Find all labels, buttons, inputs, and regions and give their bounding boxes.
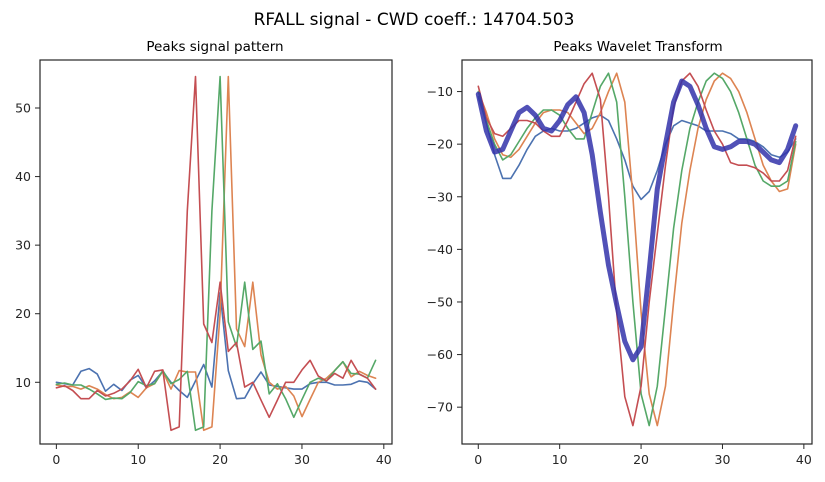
x-tick-label: 40 bbox=[376, 452, 392, 467]
figure-title: RFALL signal - CWD coeff.: 14704.503 bbox=[254, 10, 575, 30]
x-tick-label: 40 bbox=[796, 452, 812, 467]
x-tick-label: 30 bbox=[294, 452, 310, 467]
left-plot-title: Peaks signal pattern bbox=[146, 39, 283, 55]
x-tick-label: 30 bbox=[715, 452, 731, 467]
y-tick-label: 10 bbox=[15, 375, 31, 390]
series-line-red bbox=[477, 72, 797, 427]
y-tick-label: −20 bbox=[427, 137, 453, 152]
right-plot-title: Peaks Wavelet Transform bbox=[553, 39, 722, 55]
x-tick-label: 10 bbox=[552, 452, 568, 467]
series-line-red bbox=[55, 75, 377, 432]
y-tick-label: 40 bbox=[15, 169, 31, 184]
x-tick-label: 20 bbox=[633, 452, 649, 467]
y-tick-label: 20 bbox=[15, 306, 31, 321]
series-line-blue bbox=[55, 292, 377, 400]
series-line-green bbox=[477, 72, 797, 427]
axes-frame bbox=[461, 59, 813, 445]
x-tick-label: 0 bbox=[52, 452, 60, 467]
y-tick-label: −30 bbox=[427, 189, 453, 204]
x-tick-label: 0 bbox=[474, 452, 482, 467]
series-line-orange bbox=[55, 75, 377, 432]
y-tick-label: −70 bbox=[427, 400, 453, 415]
right-plot-wavelet-transform: Peaks Wavelet Transform 0 10 20 30 40 −10 −20 −… bbox=[427, 39, 813, 467]
series-line-mean bbox=[475, 78, 799, 363]
y-tick-label: −40 bbox=[427, 242, 453, 257]
axes-frame bbox=[39, 59, 393, 445]
series-line-orange bbox=[477, 72, 797, 427]
y-tick-label: −60 bbox=[427, 347, 453, 362]
y-tick-label: 50 bbox=[15, 101, 31, 116]
y-tick-label: −50 bbox=[427, 294, 453, 309]
left-plot-peaks-signal: Peaks signal pattern 0 10 20 30 40 10 20 30 40 50 bbox=[15, 39, 393, 467]
series-line-blue bbox=[477, 96, 797, 201]
x-tick-label: 20 bbox=[212, 452, 228, 467]
x-tick-label: 10 bbox=[130, 452, 146, 467]
y-tick-label: 30 bbox=[15, 238, 31, 253]
y-tick-label: −10 bbox=[427, 84, 453, 99]
series-line-green bbox=[55, 75, 377, 432]
